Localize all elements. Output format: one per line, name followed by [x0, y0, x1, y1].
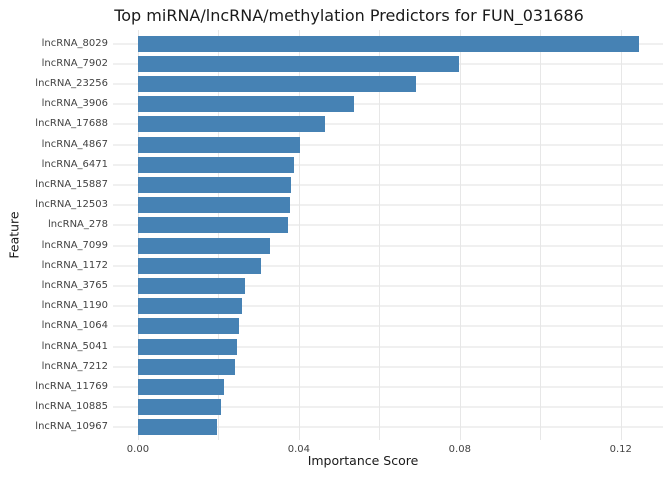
- horizontal-gridline: [113, 224, 663, 227]
- horizontal-gridline: [113, 103, 663, 106]
- bar-lncRNA_11769: [137, 379, 225, 396]
- chart-title: Top miRNA/lncRNA/methylation Predictors …: [114, 6, 584, 25]
- x-tick-label-0.00: 0.00: [126, 444, 150, 455]
- bar-lncRNA_5041: [137, 338, 237, 355]
- y-tick-label-lncRNA_7212: lncRNA_7212: [41, 360, 108, 372]
- bar-lncRNA_4867: [137, 136, 301, 153]
- y-tick-label-lncRNA_10967: lncRNA_10967: [35, 421, 108, 433]
- y-tick-label-lncRNA_4867: lncRNA_4867: [41, 138, 108, 150]
- x-axis-label: Importance Score: [307, 453, 419, 468]
- y-tick-label-lncRNA_11769: lncRNA_11769: [35, 381, 108, 393]
- bar-lncRNA_8029: [137, 35, 639, 52]
- y-tick-label-lncRNA_278: lncRNA_278: [48, 219, 108, 231]
- vertical-gridline: [379, 30, 380, 440]
- bar-lncRNA_3765: [137, 278, 245, 295]
- y-tick-label-lncRNA_1064: lncRNA_1064: [41, 320, 108, 332]
- horizontal-gridline: [113, 345, 663, 348]
- bar-lncRNA_12503: [137, 197, 291, 214]
- vertical-gridline: [460, 30, 461, 440]
- horizontal-gridline: [113, 204, 663, 207]
- vertical-gridline: [621, 30, 622, 440]
- bar-lncRNA_10967: [137, 419, 218, 436]
- bar-lncRNA_23256: [137, 75, 417, 92]
- y-tick-label-lncRNA_12503: lncRNA_12503: [35, 199, 108, 211]
- bar-lncRNA_1172: [137, 257, 261, 274]
- y-tick-label-lncRNA_3906: lncRNA_3906: [41, 98, 108, 110]
- horizontal-gridline: [113, 406, 663, 409]
- y-tick-label-lncRNA_1172: lncRNA_1172: [41, 259, 108, 271]
- y-tick-label-lncRNA_17688: lncRNA_17688: [35, 118, 108, 130]
- vertical-gridline: [218, 30, 219, 440]
- horizontal-gridline: [113, 264, 663, 267]
- y-tick-label-lncRNA_15887: lncRNA_15887: [35, 178, 108, 190]
- x-tick-label-0.12: 0.12: [609, 444, 632, 455]
- horizontal-gridline: [113, 183, 663, 186]
- bar-lncRNA_278: [137, 217, 289, 234]
- horizontal-gridline: [113, 426, 663, 429]
- vertical-gridline: [299, 30, 300, 440]
- y-tick-label-lncRNA_10885: lncRNA_10885: [35, 401, 108, 413]
- horizontal-gridline: [113, 123, 663, 126]
- bar-lncRNA_6471: [137, 156, 295, 173]
- vertical-gridline: [138, 30, 139, 440]
- y-tick-label-lncRNA_7902: lncRNA_7902: [41, 57, 108, 69]
- horizontal-gridline: [113, 244, 663, 247]
- horizontal-gridline: [113, 386, 663, 389]
- bar-lncRNA_1190: [137, 298, 242, 315]
- bar-lncRNA_15887: [137, 176, 292, 193]
- horizontal-gridline: [113, 365, 663, 368]
- bar-lncRNA_10885: [137, 399, 221, 416]
- bar-lncRNA_3906: [137, 96, 354, 113]
- y-tick-label-lncRNA_7099: lncRNA_7099: [41, 239, 108, 251]
- plot-area: [113, 30, 663, 440]
- horizontal-gridline: [113, 163, 663, 166]
- y-tick-label-lncRNA_3765: lncRNA_3765: [41, 280, 108, 292]
- horizontal-gridline: [113, 305, 663, 308]
- y-tick-label-lncRNA_6471: lncRNA_6471: [41, 158, 108, 170]
- x-tick-label-0.08: 0.08: [448, 444, 471, 455]
- bar-lncRNA_7212: [137, 358, 236, 375]
- bar-lncRNA_7099: [137, 237, 270, 254]
- bar-lncRNA_1064: [137, 318, 240, 335]
- y-tick-label-lncRNA_1190: lncRNA_1190: [41, 300, 108, 312]
- y-tick-label-lncRNA_8029: lncRNA_8029: [41, 37, 108, 49]
- horizontal-gridline: [113, 143, 663, 146]
- vertical-gridline: [540, 30, 541, 440]
- bar-lncRNA_7902: [137, 55, 459, 72]
- horizontal-gridline: [113, 285, 663, 288]
- y-tick-label-lncRNA_5041: lncRNA_5041: [41, 340, 108, 352]
- bar-lncRNA_17688: [137, 116, 325, 133]
- x-tick-label-0.04: 0.04: [287, 444, 311, 455]
- y-tick-label-lncRNA_23256: lncRNA_23256: [35, 77, 108, 89]
- horizontal-gridline: [113, 325, 663, 328]
